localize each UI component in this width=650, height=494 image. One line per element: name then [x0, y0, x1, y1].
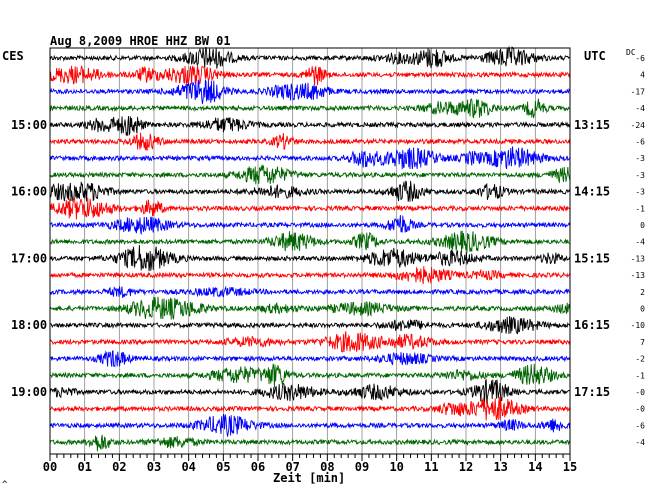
- x-axis: 00 01 02 03 04 05 06 07 08 09 10 11 12 13 14 15: [43, 454, 577, 474]
- seismic-trace: [49, 413, 571, 437]
- dc-offset-label: -2: [635, 355, 645, 364]
- x-tick-label: 07: [285, 460, 299, 474]
- seismic-trace: [49, 316, 571, 335]
- plot-frame: [49, 47, 571, 455]
- x-tick-label: 08: [320, 460, 334, 474]
- right-time-label: 13:15: [574, 118, 610, 132]
- dc-offset-label: -24: [631, 121, 646, 130]
- dc-offset-label: 4: [640, 71, 645, 80]
- dc-offset-label: -0: [635, 405, 645, 414]
- seismic-trace: [49, 434, 571, 452]
- chart-title: Aug 8,2009 HROE HHZ BW 01: [50, 34, 231, 48]
- seismic-trace: [49, 197, 570, 220]
- seismic-trace: [49, 285, 570, 298]
- x-tick-label: 00: [43, 460, 57, 474]
- minute-grid: [84, 48, 536, 454]
- x-tick-label: 12: [459, 460, 473, 474]
- right-time-label: 17:15: [574, 385, 610, 399]
- x-axis-label: Zeit [min]: [273, 471, 345, 485]
- dc-offset-label: -4: [635, 238, 645, 247]
- seismic-trace: [49, 349, 571, 368]
- dc-offset-label: -3: [635, 171, 645, 180]
- seismic-trace: [49, 146, 571, 170]
- x-tick-label: 05: [216, 460, 230, 474]
- left-axis-label: CES: [2, 49, 24, 63]
- right-axis-label: UTC: [584, 49, 606, 63]
- x-tick-label: 15: [563, 460, 577, 474]
- seismic-trace: [49, 79, 571, 105]
- dc-offset-label: -4: [635, 104, 645, 113]
- left-time-label: 17:00: [11, 251, 47, 265]
- dc-offset-label: 0: [640, 221, 645, 230]
- dc-offset-label: -3: [635, 154, 645, 163]
- dc-offset-label: -13: [631, 254, 646, 263]
- seismic-trace: [49, 363, 571, 388]
- seismic-trace: [49, 331, 571, 353]
- seismic-trace: [49, 115, 571, 137]
- seismic-trace: [49, 215, 571, 235]
- seismic-trace: [49, 230, 570, 253]
- dc-offset-label: 7: [640, 338, 645, 347]
- dc-offset-label: 0: [640, 305, 645, 314]
- left-time-label: 18:00: [11, 318, 47, 332]
- dc-offset-label: -3: [635, 188, 645, 197]
- dc-offset-label: -13: [631, 271, 646, 280]
- dc-offset-label: -0: [635, 388, 645, 397]
- x-tick-label: 11: [424, 460, 438, 474]
- dc-offset-label: 2: [640, 288, 645, 297]
- seismic-trace: [49, 132, 571, 151]
- x-tick-label: 03: [147, 460, 161, 474]
- dc-offset-label: -10: [631, 321, 646, 330]
- right-time-label: 15:15: [574, 251, 610, 265]
- dc-offset-label: -4: [635, 438, 645, 447]
- x-tick-label: 06: [251, 460, 265, 474]
- x-tick-label: 14: [528, 460, 542, 474]
- dc-offset-label: -1: [635, 204, 645, 213]
- dc-offset-label: -1: [635, 371, 645, 380]
- right-time-label: 16:15: [574, 318, 610, 332]
- seismic-trace: [49, 296, 571, 320]
- seismic-trace: [49, 245, 571, 272]
- dc-offset-label: -6: [635, 421, 645, 430]
- dc-offset-label: -6: [635, 138, 645, 147]
- dc-label: DC: [626, 48, 636, 57]
- dc-offset-label: -6: [635, 54, 645, 63]
- seismic-trace: [49, 98, 570, 119]
- right-time-label: 14:15: [574, 185, 610, 199]
- seismic-trace: [49, 266, 571, 285]
- x-tick-label: 02: [112, 460, 126, 474]
- trace-group: [49, 45, 571, 452]
- x-tick-label: 01: [77, 460, 91, 474]
- x-tick-label: 04: [181, 460, 195, 474]
- x-tick-label: 09: [355, 460, 369, 474]
- left-time-label: 16:00: [11, 185, 47, 199]
- left-time-label: 15:00: [11, 118, 47, 132]
- seismic-trace: [49, 180, 571, 202]
- left-time-label: 19:00: [11, 385, 47, 399]
- footer-mark: ^: [2, 480, 8, 490]
- x-tick-label: 13: [493, 460, 507, 474]
- dc-offset-label: -17: [631, 87, 646, 96]
- x-tick-label: 10: [389, 460, 403, 474]
- seismic-trace: [49, 378, 570, 405]
- seismic-trace: [49, 45, 570, 69]
- label-group: 15:00 16:00 17:00 18:00 19:00 13:15 14:15 15:15…: [11, 54, 645, 447]
- seismic-trace: [49, 64, 571, 86]
- seismic-trace: [50, 163, 571, 185]
- seismic-trace: [49, 396, 571, 421]
